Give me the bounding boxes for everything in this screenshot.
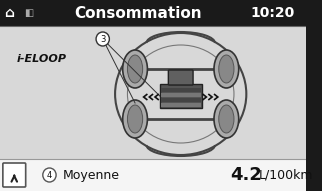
Text: ◧: ◧ xyxy=(24,8,33,18)
Ellipse shape xyxy=(128,55,143,83)
Text: 3: 3 xyxy=(100,35,105,44)
Ellipse shape xyxy=(214,100,239,138)
Text: 4.2: 4.2 xyxy=(230,166,262,184)
Bar xyxy=(161,88,201,92)
Ellipse shape xyxy=(123,100,147,138)
Text: Moyenne: Moyenne xyxy=(63,168,120,181)
Ellipse shape xyxy=(128,105,143,133)
Text: 10:20: 10:20 xyxy=(251,6,295,20)
Bar xyxy=(161,103,201,107)
FancyBboxPatch shape xyxy=(168,70,193,85)
Bar xyxy=(160,84,202,108)
FancyBboxPatch shape xyxy=(3,163,26,187)
Bar xyxy=(0,159,306,191)
Text: 4: 4 xyxy=(47,171,52,180)
Bar xyxy=(161,98,201,102)
Text: Consommation: Consommation xyxy=(74,6,202,20)
Circle shape xyxy=(43,168,56,182)
Bar xyxy=(0,26,306,159)
Ellipse shape xyxy=(123,50,147,88)
Bar xyxy=(161,93,201,97)
Text: L/100km: L/100km xyxy=(259,168,313,181)
Ellipse shape xyxy=(219,55,234,83)
Ellipse shape xyxy=(214,50,239,88)
Circle shape xyxy=(96,32,109,46)
Bar xyxy=(0,0,306,26)
Ellipse shape xyxy=(219,105,234,133)
Text: ⌂: ⌂ xyxy=(5,6,14,20)
Text: i-ELOOP: i-ELOOP xyxy=(17,54,67,64)
